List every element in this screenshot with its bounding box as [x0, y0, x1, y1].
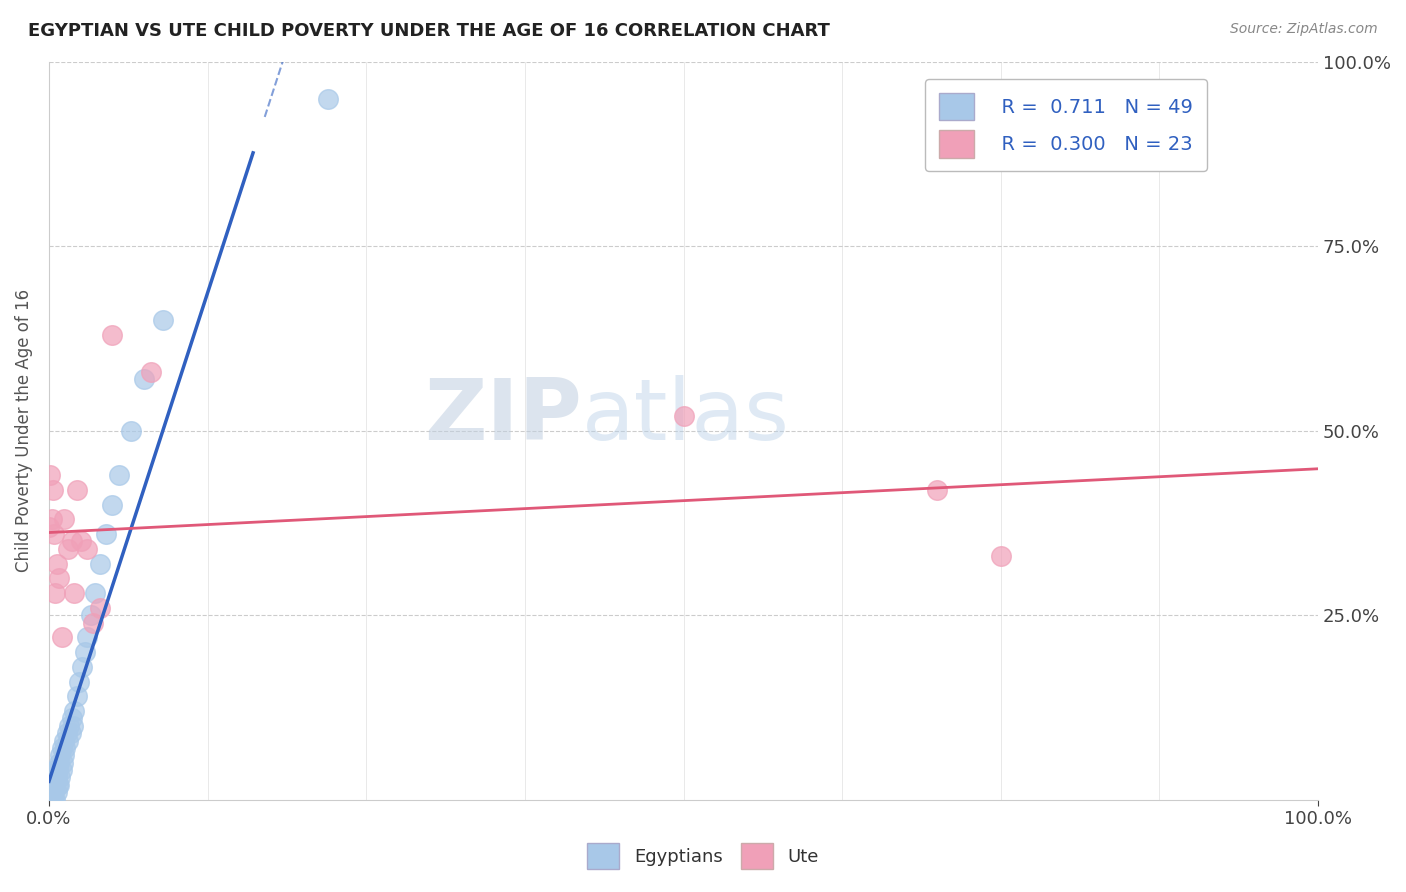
Point [69, 534, 91, 549]
Point [46, 778, 69, 792]
Point [67, 674, 90, 689]
Point [51, 630, 73, 644]
Point [44, 792, 66, 806]
Point [53, 748, 76, 763]
Point [41, 512, 63, 526]
Point [41, 792, 63, 806]
Point [107, 468, 129, 483]
Point [45, 771, 67, 785]
Point [42, 771, 65, 785]
Point [59, 726, 82, 740]
Point [58, 719, 80, 733]
Point [48, 778, 70, 792]
Point [82, 615, 104, 630]
Text: ZIP: ZIP [425, 375, 582, 458]
Point [672, 409, 695, 423]
Point [55, 726, 77, 740]
Text: atlas: atlas [582, 375, 790, 458]
Text: EGYPTIAN VS UTE CHILD POVERTY UNDER THE AGE OF 16 CORRELATION CHART: EGYPTIAN VS UTE CHILD POVERTY UNDER THE … [28, 22, 830, 40]
Point [42, 778, 65, 792]
Point [63, 704, 86, 718]
Point [42, 785, 65, 799]
Point [80, 608, 103, 623]
Point [63, 586, 86, 600]
Text: Source: ZipAtlas.com: Source: ZipAtlas.com [1230, 22, 1378, 37]
Point [62, 719, 84, 733]
Legend: Egyptians, Ute: Egyptians, Ute [579, 836, 827, 876]
Point [60, 534, 83, 549]
Y-axis label: Child Poverty Under the Age of 16: Child Poverty Under the Age of 16 [15, 289, 32, 573]
Point [49, 771, 72, 785]
Point [55, 740, 77, 755]
Point [134, 372, 156, 386]
Point [56, 733, 79, 747]
Point [51, 740, 73, 755]
Point [990, 549, 1012, 564]
Point [139, 365, 162, 379]
Point [56, 541, 79, 556]
Point [39, 468, 62, 483]
Point [42, 527, 65, 541]
Point [66, 483, 89, 497]
Point [44, 586, 66, 600]
Point [53, 733, 76, 747]
Point [121, 424, 143, 438]
Point [44, 778, 66, 792]
Point [70, 660, 93, 674]
Point [101, 498, 124, 512]
Point [45, 785, 67, 799]
Point [51, 763, 73, 777]
Point [89, 557, 111, 571]
Point [76, 630, 98, 644]
Point [38, 519, 60, 533]
Point [927, 483, 949, 497]
Point [89, 600, 111, 615]
Point [39, 771, 62, 785]
Point [48, 571, 70, 585]
Point [152, 313, 174, 327]
Point [39, 785, 62, 799]
Legend:   R =  0.711   N = 49,   R =  0.300   N = 23: R = 0.711 N = 49, R = 0.300 N = 23 [925, 79, 1206, 171]
Point [316, 92, 339, 106]
Point [49, 748, 72, 763]
Point [52, 756, 75, 770]
Point [94, 527, 117, 541]
Point [42, 483, 65, 497]
Point [66, 690, 89, 704]
Point [60, 711, 83, 725]
Point [73, 645, 96, 659]
Point [53, 512, 76, 526]
Point [38, 778, 60, 792]
Point [101, 328, 124, 343]
Point [42, 792, 65, 806]
Point [45, 557, 67, 571]
Point [48, 756, 70, 770]
Point [83, 586, 105, 600]
Point [46, 763, 69, 777]
Point [76, 541, 98, 556]
Point [44, 763, 66, 777]
Point [42, 771, 65, 785]
Point [41, 778, 63, 792]
